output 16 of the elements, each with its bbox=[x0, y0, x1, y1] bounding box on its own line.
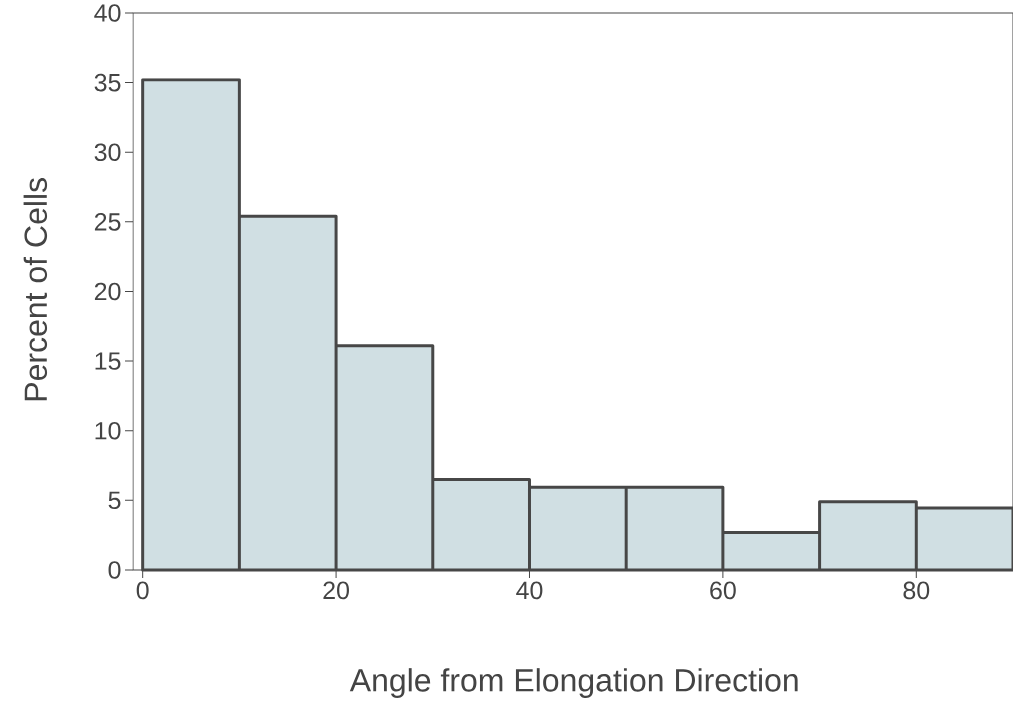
x-tick-label: 20 bbox=[323, 581, 349, 600]
x-tick-label: 80 bbox=[903, 581, 930, 600]
y-tick-label: 0 bbox=[108, 561, 121, 579]
x-axis-title: Angle from Elongation Direction bbox=[349, 668, 798, 698]
y-tick-label: 35 bbox=[94, 73, 121, 92]
y-tick-label: 5 bbox=[108, 491, 121, 510]
x-tick-label: 0 bbox=[136, 581, 149, 600]
y-axis-title: Percent of Cells bbox=[23, 178, 48, 401]
y-tick-label: 40 bbox=[94, 4, 121, 22]
y-tick-label: 20 bbox=[94, 282, 121, 301]
y-tick-label: 25 bbox=[94, 213, 121, 231]
x-tick-label: 60 bbox=[710, 581, 736, 600]
x-tick-label: 40 bbox=[516, 581, 543, 600]
y-tick-label: 10 bbox=[95, 421, 121, 440]
y-tick-label: 30 bbox=[94, 143, 121, 162]
y-tick-label: 15 bbox=[95, 352, 121, 370]
